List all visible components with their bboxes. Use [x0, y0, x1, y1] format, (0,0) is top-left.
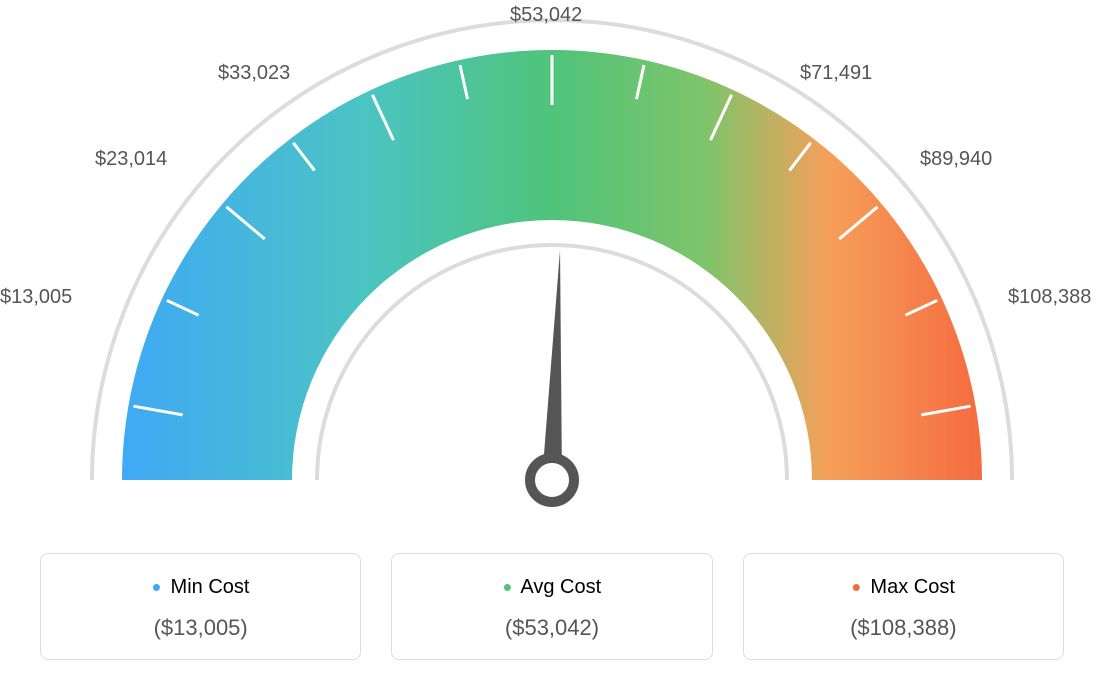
gauge-chart-container: $13,005 $23,014 $33,023 $53,042 $71,491 $89,9… [0, 0, 1104, 690]
max-cost-title: • Max Cost [754, 572, 1053, 603]
tick-label: $89,940 [920, 148, 992, 171]
gauge-svg [0, 0, 1104, 560]
tick-label: $33,023 [218, 62, 290, 85]
max-cost-card: • Max Cost ($108,388) [743, 553, 1064, 660]
min-cost-title-text: Min Cost [171, 576, 250, 598]
avg-cost-title-text: Avg Cost [520, 576, 601, 598]
max-cost-title-text: Max Cost [870, 576, 954, 598]
max-dot-icon: • [852, 572, 861, 602]
min-cost-card: • Min Cost ($13,005) [40, 553, 361, 660]
avg-cost-card: • Avg Cost ($53,042) [391, 553, 712, 660]
min-cost-value: ($13,005) [51, 615, 350, 641]
tick-label: $13,005 [0, 286, 72, 309]
tick-label: $23,014 [95, 148, 167, 171]
min-cost-title: • Min Cost [51, 572, 350, 603]
tick-label: $71,491 [800, 62, 872, 85]
min-dot-icon: • [152, 572, 161, 602]
gauge-needle-base [530, 458, 574, 502]
avg-cost-title: • Avg Cost [402, 572, 701, 603]
max-cost-value: ($108,388) [754, 615, 1053, 641]
gauge-needle [542, 250, 562, 480]
avg-dot-icon: • [503, 572, 512, 602]
avg-cost-value: ($53,042) [402, 615, 701, 641]
tick-label: $53,042 [510, 4, 582, 27]
tick-label: $108,388 [1008, 286, 1091, 309]
summary-row: • Min Cost ($13,005) • Avg Cost ($53,042… [0, 553, 1104, 660]
